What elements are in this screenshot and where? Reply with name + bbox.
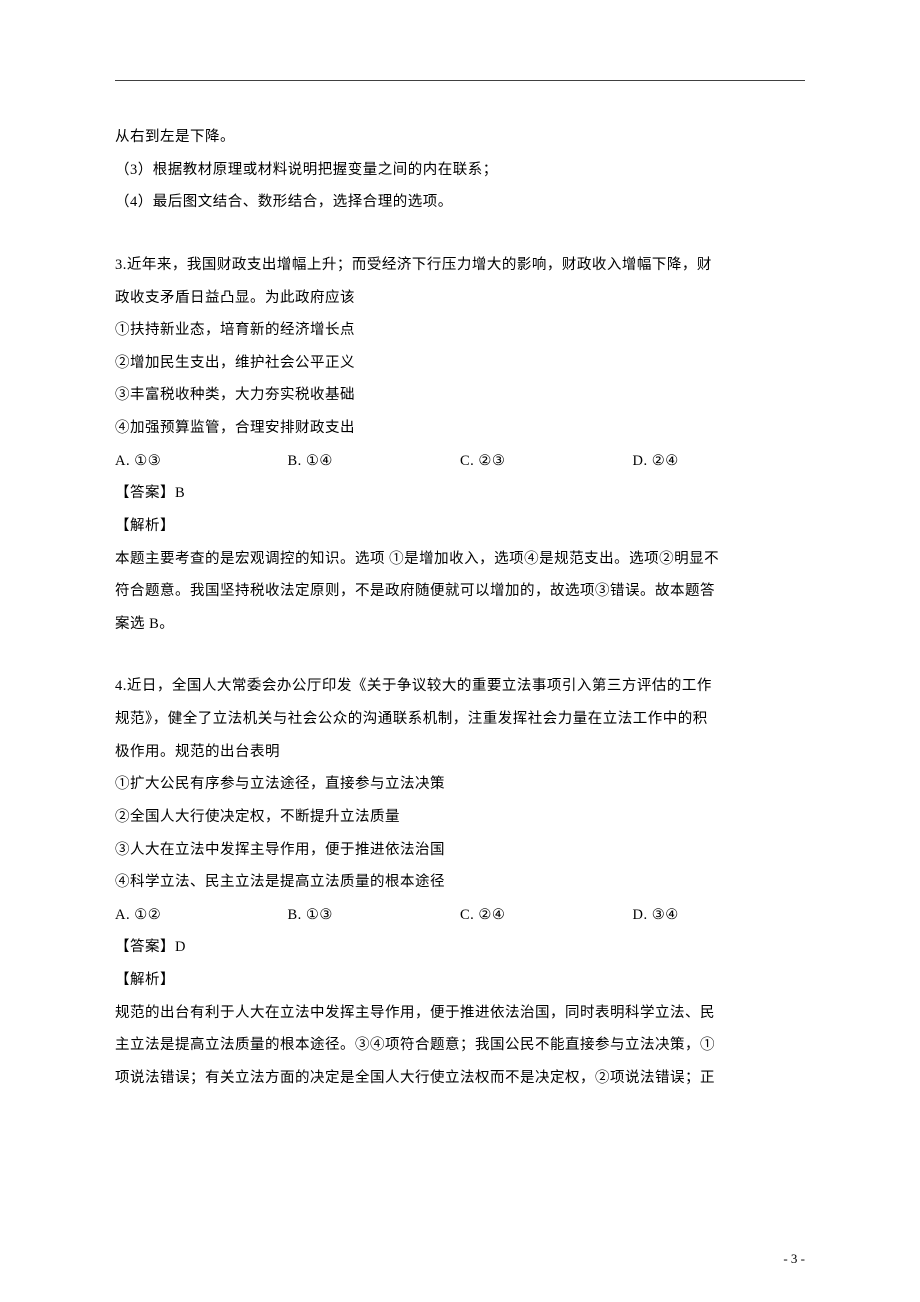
q3-option: ④加强预算监管，合理安排财政支出: [115, 412, 805, 445]
q3-stem: 政收支矛盾日益凸显。为此政府应该: [115, 282, 805, 315]
q4-option: ②全国人大行使决定权，不断提升立法质量: [115, 801, 805, 834]
q3-analysis: 案选 B。: [115, 608, 805, 641]
q4-choice-b: B. ①③: [288, 899, 461, 932]
q3-answer: 【答案】B: [115, 477, 805, 510]
q4-analysis: 项说法错误；有关立法方面的决定是全国人大行使立法权而不是决定权，②项说法错误；正: [115, 1062, 805, 1095]
intro-line: 从右到左是下降。: [115, 121, 805, 154]
q3-choice-b: B. ①④: [288, 445, 461, 478]
q3-analysis: 符合题意。我国坚持税收法定原则，不是政府随便就可以增加的，故选项③错误。故本题答: [115, 575, 805, 608]
q3-analysis: 本题主要考查的是宏观调控的知识。选项 ①是增加收入，选项④是规范支出。选项②明显…: [115, 543, 805, 576]
q4-analysis: 规范的出台有利于人大在立法中发挥主导作用，便于推进依法治国，同时表明科学立法、民: [115, 997, 805, 1030]
q3-choice-a: A. ①③: [115, 445, 288, 478]
q3-choice-c: C. ②③: [460, 445, 633, 478]
q4-choice-d: D. ③④: [633, 899, 806, 932]
q4-analysis-label: 【解析】: [115, 964, 805, 997]
q4-stem: 极作用。规范的出台表明: [115, 736, 805, 769]
q4-stem: 4.近日，全国人大常委会办公厅印发《关于争议较大的重要立法事项引入第三方评估的工…: [115, 670, 805, 703]
q4-choice-a: A. ①②: [115, 899, 288, 932]
q3-choices-row: A. ①③ B. ①④ C. ②③ D. ②④: [115, 445, 805, 478]
q4-answer: 【答案】D: [115, 931, 805, 964]
q3-stem: 3.近年来，我国财政支出增幅上升；而受经济下行压力增大的影响，财政收入增幅下降，…: [115, 249, 805, 282]
q4-option: ④科学立法、民主立法是提高立法质量的根本途径: [115, 866, 805, 899]
q3-analysis-label: 【解析】: [115, 510, 805, 543]
q3-option: ③丰富税收种类，大力夯实税收基础: [115, 379, 805, 412]
q4-stem: 规范》，健全了立法机关与社会公众的沟通联系机制，注重发挥社会力量在立法工作中的积: [115, 703, 805, 736]
q4-choice-c: C. ②④: [460, 899, 633, 932]
horizontal-rule: [115, 80, 805, 81]
q4-option: ①扩大公民有序参与立法途径，直接参与立法决策: [115, 768, 805, 801]
q4-option: ③人大在立法中发挥主导作用，便于推进依法治国: [115, 834, 805, 867]
q3-option: ②增加民生支出，维护社会公平正义: [115, 347, 805, 380]
intro-line: （3）根据教材原理或材料说明把握变量之间的内在联系；: [115, 154, 805, 187]
intro-line: （4）最后图文结合、数形结合，选择合理的选项。: [115, 186, 805, 219]
q3-choice-d: D. ②④: [633, 445, 806, 478]
page-number: - 3 -: [783, 1251, 805, 1267]
q4-analysis: 主立法是提高立法质量的根本途径。③④项符合题意；我国公民不能直接参与立法决策，①: [115, 1029, 805, 1062]
q4-choices-row: A. ①② B. ①③ C. ②④ D. ③④: [115, 899, 805, 932]
q3-option: ①扶持新业态，培育新的经济增长点: [115, 314, 805, 347]
page-container: 从右到左是下降。 （3）根据教材原理或材料说明把握变量之间的内在联系； （4）最…: [0, 0, 920, 1145]
